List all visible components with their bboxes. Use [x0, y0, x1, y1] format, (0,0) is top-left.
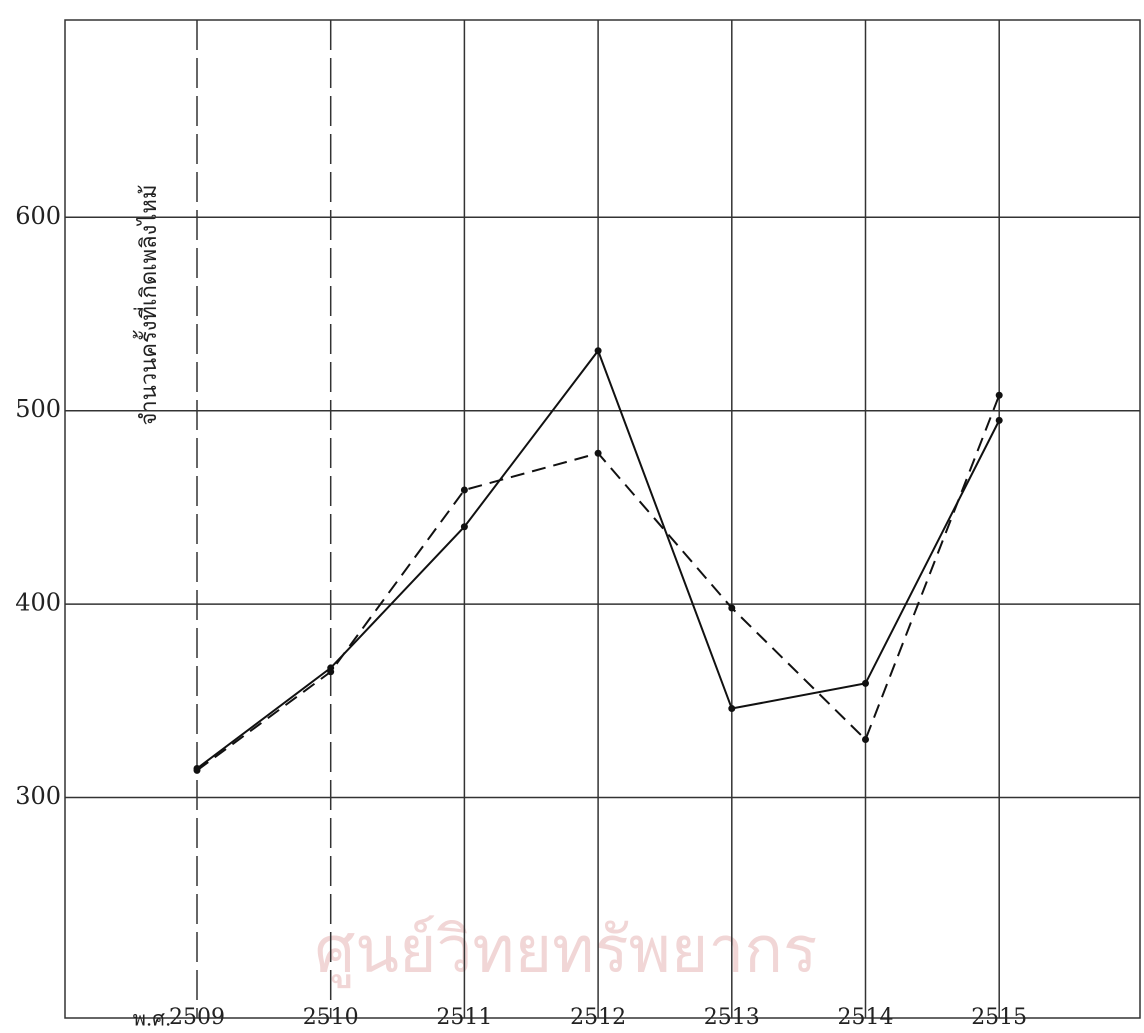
watermark: ศูนย์วิทยทรัพยากร: [315, 914, 818, 989]
x-tick-label: 2515: [971, 1005, 1027, 1030]
y-tick-label: 400: [15, 589, 61, 617]
point: [996, 392, 1003, 399]
chart: ศูนย์วิทยทรัพยากร จำนวนครั้งที่เกิดเพลิง…: [0, 0, 1144, 1033]
y-tick-label: 600: [15, 202, 61, 230]
x-tick-label: 2510: [303, 1005, 359, 1030]
y-axis-label: จำนวนครั้งที่เกิดเพลิงไหม้: [133, 185, 162, 426]
point: [728, 604, 735, 611]
point: [461, 523, 468, 530]
x-axis-label: พ.ศ.: [133, 1007, 172, 1031]
y-tick-label: 300: [15, 782, 61, 810]
x-tick-label: 2514: [838, 1005, 894, 1030]
x-tick-label: 2512: [570, 1005, 626, 1030]
x-tick-label: 2509: [169, 1005, 225, 1030]
point: [996, 417, 1003, 424]
point: [595, 347, 602, 354]
x-tick-label: 2511: [436, 1005, 492, 1030]
point: [327, 668, 334, 675]
point: [862, 680, 869, 687]
point: [461, 486, 468, 493]
x-tick-label: 2513: [704, 1005, 760, 1030]
point: [728, 705, 735, 712]
y-tick-label: 500: [15, 395, 61, 423]
point: [862, 736, 869, 743]
point: [194, 767, 201, 774]
background: [0, 0, 1144, 1033]
point: [595, 450, 602, 457]
